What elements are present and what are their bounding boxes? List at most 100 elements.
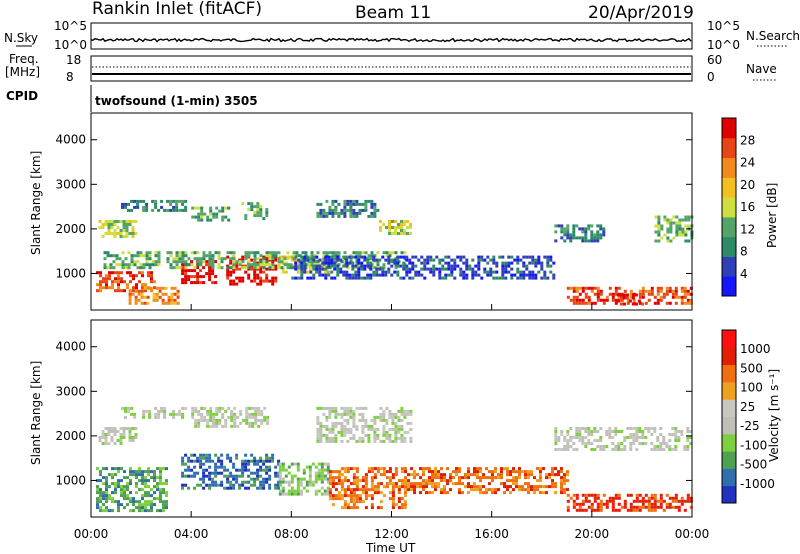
velocity-cell [370,470,374,474]
power-cell [96,283,99,287]
velocity-cell [578,436,582,439]
power-cell [217,251,221,255]
power-cell [471,258,475,262]
velocity-cell [449,479,452,483]
velocity-cell [404,476,407,480]
power-cell [492,255,496,259]
velocity-cell [509,491,512,495]
power-cell [572,289,576,293]
power-cell [96,271,99,275]
power-cell [629,289,633,293]
velocity-cell [602,502,606,506]
velocity-cell [590,493,594,497]
power-cell [578,301,582,305]
velocity-cell [530,473,533,477]
power-cell [596,239,600,243]
velocity-cell [209,406,213,410]
velocity-cell [322,406,326,410]
velocity-cell [428,470,431,474]
velocity-cell [202,456,206,460]
velocity-cell [349,488,353,492]
power-cell [394,263,398,267]
velocity-cell [400,506,404,510]
velocity-cell [142,415,146,419]
velocity-cell [397,430,401,434]
velocity-cell [331,424,335,428]
velocity-cell [253,483,257,487]
power-cell [324,255,328,259]
power-cell [672,236,676,240]
power-cell [129,271,132,275]
power-cell [122,220,126,223]
power-cell [637,299,641,303]
velocity-cell [248,406,252,410]
velocity-cell [593,496,597,500]
power-cell [382,223,385,226]
power-cell [134,232,138,235]
power-cell [489,258,493,262]
power-cell [202,254,206,258]
power-cell [247,276,251,280]
velocity-cell [311,480,315,484]
power-cell [141,283,144,287]
velocity-cell [144,491,147,495]
velocity-cell [388,491,392,495]
power-cell [671,292,675,296]
velocity-cell [268,477,272,481]
power-cell [196,278,200,282]
power-cell [176,301,180,305]
velocity-cell [209,412,213,416]
velocity-cell [209,409,213,413]
velocity-cell [602,445,606,448]
power-cell [593,233,597,237]
power-cell [391,251,395,255]
velocity-cell [153,479,156,483]
velocity-cell [566,448,570,451]
power-cell [114,271,117,275]
power-cell [112,254,116,258]
velocity-ytick-label: 1000 [55,473,86,487]
power-cell [477,258,481,262]
power-cell [268,263,272,267]
velocity-cell [482,476,485,480]
power-cell [684,230,688,234]
power-cell [196,263,200,267]
power-cell [123,280,126,284]
power-cell [310,260,314,264]
velocity-cell [512,467,515,471]
velocity-cell [611,508,615,512]
velocity-cell [253,477,257,481]
velocity-cell [122,436,126,439]
velocity-cell [238,483,242,487]
velocity-cell [518,473,521,477]
velocity-cell [512,479,515,483]
power-colorbar-segment [722,137,736,159]
velocity-cell [355,406,359,410]
power-cell [133,254,137,258]
power-cell [471,276,475,280]
power-cell [510,255,514,259]
velocity-cell [147,479,150,483]
velocity-cell [662,499,666,503]
velocity-cell [419,491,422,495]
velocity-cell [212,424,216,428]
velocity-cell [407,479,410,483]
power-cell [327,255,331,259]
power-cell [349,257,353,261]
velocity-colorbar-segment [722,416,736,435]
power-cell [259,279,263,283]
velocity-cell [575,508,579,512]
power-cell [253,211,257,215]
power-cell [139,266,143,270]
velocity-cell [113,433,117,436]
velocity-cell [147,494,150,498]
velocity-cell [361,412,365,416]
power-cell [161,301,165,305]
velocity-cell [256,468,260,472]
power-cell [357,273,361,277]
power-cell [382,251,386,255]
velocity-cell [394,436,398,440]
power-cell [128,298,132,302]
power-cell [306,258,310,262]
velocity-cell [265,465,269,469]
